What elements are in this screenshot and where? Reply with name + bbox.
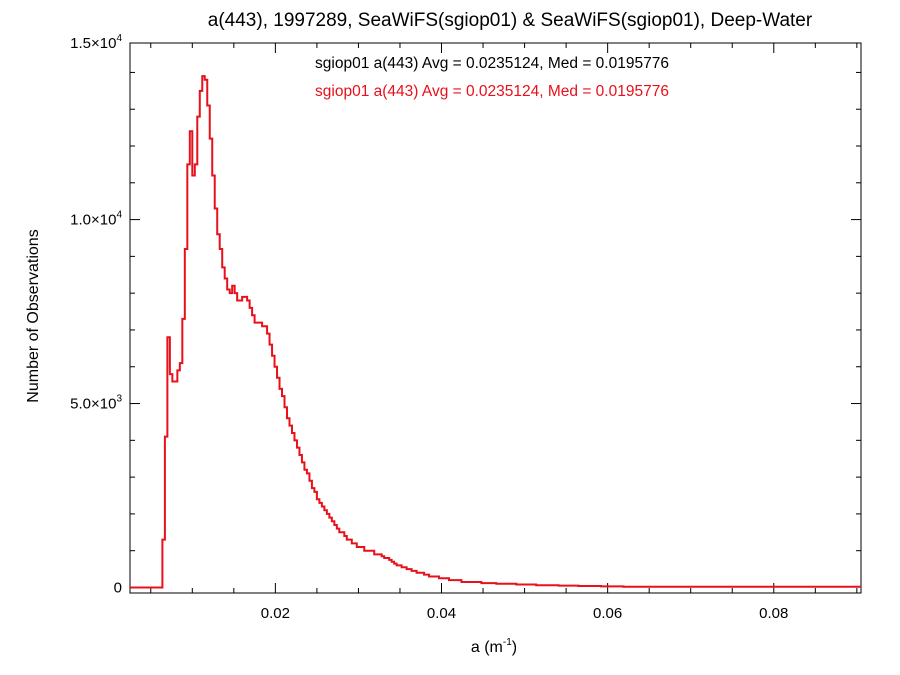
legend-entry-red: sgiop01 a(443) Avg = 0.0235124, Med = 0.… [315,83,669,100]
y-tick-mantissa: 0 [114,579,122,596]
chart-title: a(443), 1997289, SeaWiFS(sgiop01) & SeaW… [208,10,813,31]
y-axis-label: Number of Observations [25,229,42,402]
y-tick-mantissa: 1.0×10 [70,212,116,229]
histogram-series-red [130,75,861,589]
plot-frame [129,42,862,594]
y-tick-exponent: 4 [116,210,122,221]
y-tick-label: 1.5×104 [70,33,122,52]
x-axis-label-sup: -1 [503,637,512,648]
y-tick-mantissa: 1.5×10 [70,35,116,52]
y-tick-label: 0 [114,579,122,596]
legend-entry-black: sgiop01 a(443) Avg = 0.0235124, Med = 0.… [315,55,669,72]
plot-border [129,42,862,594]
x-axis-label-tail: ) [512,639,517,656]
x-axis-label-base: a (m [471,639,503,656]
y-tick-exponent: 4 [116,33,122,44]
x-axis-label: a (m-1) [471,637,517,656]
x-tick-label: 0.02 [261,605,290,622]
x-axis-ticks: 0.02 0.04 0.06 0.08 [150,43,858,622]
x-tick-label: 0.08 [759,605,788,622]
y-tick-mantissa: 5.0×10 [70,396,116,413]
y-tick-exponent: 3 [116,394,122,405]
x-tick-label: 0.04 [427,605,456,622]
x-tick-label: 0.06 [593,605,622,622]
y-tick-label: 1.0×104 [70,210,122,229]
y-tick-label: 5.0×103 [70,394,122,413]
